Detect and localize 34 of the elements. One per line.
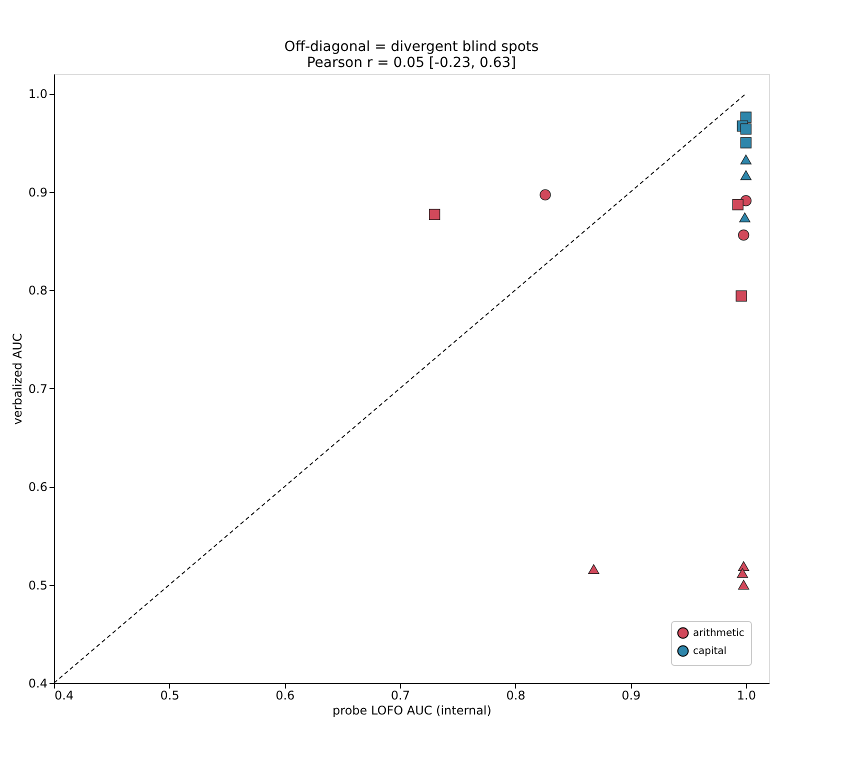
point [739, 212, 750, 222]
y-tick-label: 0.9 [28, 185, 48, 200]
y-tick-label: 0.6 [28, 480, 48, 494]
x-tick-label: 0.9 [622, 688, 641, 702]
point [738, 561, 750, 571]
legend-label: arithmetic [693, 628, 744, 639]
point [736, 568, 748, 578]
point [738, 230, 750, 241]
y-tick-label: 0.4 [28, 676, 48, 690]
point [588, 564, 600, 574]
chart-title: Off-diagonal = divergent blind spots [284, 39, 539, 55]
x-tick-label: 0.5 [160, 688, 180, 702]
y-axis-title: verbalized AUC [10, 333, 24, 425]
point [738, 580, 750, 590]
legend-label: capital [693, 646, 727, 657]
x-tick-label: 0.6 [276, 688, 295, 702]
point [740, 154, 752, 164]
point [540, 189, 551, 200]
y-tick-label: 0.8 [28, 284, 48, 298]
y-tick-label: 0.7 [28, 382, 48, 396]
x-tick-label: 0.8 [506, 688, 526, 702]
point [740, 170, 752, 180]
y-tick-label: 0.5 [28, 578, 48, 592]
x-tick-label: 0.4 [54, 688, 74, 702]
y-tick-label: 1.0 [28, 87, 48, 102]
point [732, 199, 744, 210]
x-tick-label: 1.0 [736, 688, 756, 702]
point [428, 208, 440, 220]
x-tick-label: 0.7 [390, 688, 410, 702]
x-axis-title: probe LOFO AUC (internal) [332, 704, 492, 718]
point [740, 123, 752, 135]
point [740, 137, 752, 148]
chart-subtitle: Pearson r = 0.05 [-0.23, 0.63] [306, 55, 516, 71]
point [736, 290, 747, 302]
